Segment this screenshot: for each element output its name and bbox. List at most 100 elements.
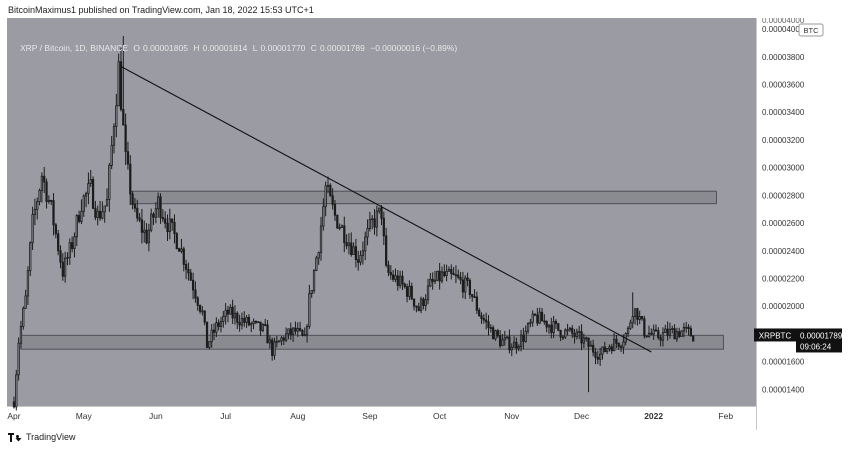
candle-body	[459, 276, 462, 281]
candle-body	[54, 224, 57, 235]
candle-body	[301, 329, 304, 336]
candle-body	[352, 246, 355, 255]
candle-body	[515, 341, 518, 349]
candle-body	[157, 196, 160, 210]
candle-body	[610, 346, 613, 352]
candle-body	[247, 317, 251, 326]
legend-symbol: XRP / Bitcoin, 1D, BINANCE	[20, 43, 129, 53]
candle-body	[36, 201, 39, 210]
candle-body	[189, 272, 192, 281]
candle-body	[103, 205, 106, 213]
candle-body	[494, 330, 497, 340]
candle-body	[636, 308, 639, 320]
candle-body	[287, 328, 290, 335]
candle-body	[403, 283, 406, 288]
candle-body	[31, 214, 34, 244]
candle-body	[154, 208, 157, 218]
candle-body	[415, 305, 418, 308]
x-tick-label: Apr	[7, 411, 20, 421]
candle-body	[129, 163, 132, 195]
horizontal-zone	[129, 190, 717, 205]
candle-body	[203, 310, 206, 323]
candle-body	[552, 321, 555, 333]
candle-body	[536, 314, 539, 324]
candle-body	[468, 280, 472, 295]
candle-body	[564, 329, 567, 338]
candle-body	[603, 346, 606, 353]
candle-body	[682, 326, 686, 332]
publisher-line: BitcoinMaximus1 published on TradingView…	[8, 5, 314, 15]
y-tick-label: 0.00002000	[762, 302, 805, 311]
candle-body	[338, 227, 341, 229]
candle-body	[308, 293, 311, 327]
candle-body	[264, 324, 267, 326]
candle-body	[522, 334, 525, 342]
candle-body	[517, 346, 520, 349]
symbol-legend: XRP / Bitcoin, 1D, BINANCE O 0.00001805 H…	[20, 43, 460, 53]
candle-body	[438, 270, 441, 282]
candle-body	[347, 242, 351, 247]
candle-body	[447, 268, 451, 272]
candle-body	[654, 329, 658, 332]
candle-body	[524, 330, 527, 342]
candle-body	[191, 279, 195, 291]
candle-body	[15, 374, 18, 408]
candle-body	[531, 313, 534, 323]
candle-body	[361, 250, 365, 256]
candle-body	[259, 321, 262, 331]
candle-body	[647, 332, 651, 337]
candle-body	[112, 125, 116, 146]
price-scale	[756, 18, 843, 430]
candle-body	[317, 252, 320, 259]
candle-body	[168, 218, 171, 233]
candle-body	[445, 270, 448, 277]
candle-body	[638, 316, 641, 320]
candle-body	[426, 285, 430, 301]
candle-body	[126, 151, 130, 165]
x-tick-label: Sep	[362, 411, 377, 421]
candle-body	[422, 298, 425, 306]
candle-body	[582, 337, 585, 344]
tradingview-logo-icon	[8, 432, 22, 442]
legend-low: 0.00001770	[260, 43, 306, 53]
candle-body	[685, 326, 688, 329]
candle-body	[52, 200, 55, 226]
candle-body	[205, 321, 209, 348]
candle-body	[543, 320, 546, 323]
candle-body	[45, 181, 48, 202]
candle-body	[152, 213, 155, 218]
candle-body	[608, 346, 611, 350]
candle-body	[305, 325, 309, 336]
chart-area[interactable]: 0.000014000.000016000.000018000.00002000…	[7, 18, 843, 430]
candle-body	[208, 341, 211, 348]
tradingview-brand-label: TradingView	[26, 432, 76, 442]
candle-body	[331, 195, 334, 205]
candle-body	[38, 190, 41, 202]
descending-trendline	[120, 66, 652, 353]
candle-body	[119, 61, 123, 110]
y-tick-label: 0.00001600	[762, 358, 805, 367]
candle-body	[171, 218, 174, 223]
candle-body	[405, 286, 409, 297]
candle-body	[340, 225, 344, 228]
candle-body	[566, 329, 569, 332]
candle-body	[417, 306, 420, 311]
y-tick-label: 0.00002200	[762, 275, 805, 284]
candle-body	[219, 321, 223, 327]
candle-body	[661, 332, 665, 341]
x-tick-label: Nov	[504, 411, 520, 421]
candle-body	[689, 328, 692, 337]
candle-body	[594, 351, 597, 358]
candle-body	[61, 261, 64, 277]
candle-body	[64, 257, 67, 277]
candle-body	[329, 184, 332, 197]
candle-body	[252, 320, 255, 325]
tradingview-brand[interactable]: TradingView	[8, 432, 76, 442]
candle-body	[178, 248, 181, 252]
candle-body	[606, 348, 609, 353]
currency-badge-label: BTC	[804, 26, 820, 35]
candle-body	[392, 274, 395, 280]
candle-body	[217, 322, 220, 327]
price-chart[interactable]: 0.000014000.000016000.000018000.00002000…	[7, 18, 843, 430]
time-scale	[7, 406, 756, 430]
